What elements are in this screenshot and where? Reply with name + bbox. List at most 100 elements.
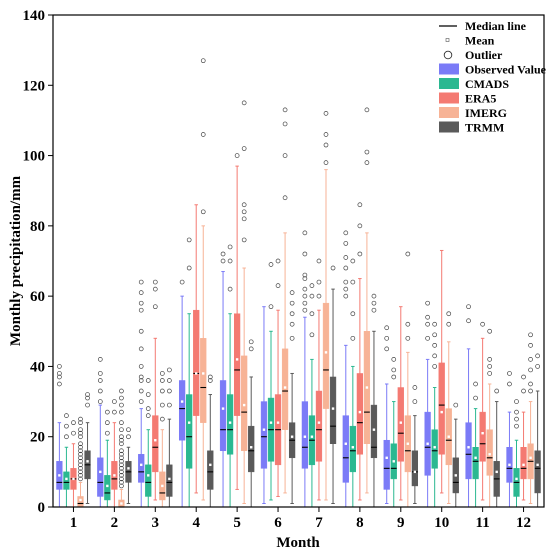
outlier-point bbox=[119, 476, 124, 482]
box-iqr bbox=[138, 454, 145, 483]
box-group bbox=[70, 420, 77, 508]
mean-marker bbox=[180, 400, 184, 403]
box-iqr bbox=[520, 447, 527, 480]
outlier-point bbox=[97, 399, 103, 404]
y-tick-label: 60 bbox=[30, 289, 45, 305]
mean-marker bbox=[195, 372, 198, 375]
box-group bbox=[274, 258, 282, 497]
mean-marker bbox=[209, 463, 212, 467]
mean-marker bbox=[454, 474, 457, 477]
outlier-point bbox=[138, 378, 144, 383]
legend-item: CMADS bbox=[439, 77, 509, 91]
outlier-point bbox=[412, 385, 418, 390]
outlier-point bbox=[241, 100, 247, 106]
box-iqr bbox=[145, 464, 152, 497]
box-iqr bbox=[397, 387, 404, 462]
outlier-point bbox=[145, 406, 151, 411]
y-tick-label: 140 bbox=[23, 8, 46, 24]
outlier-point bbox=[343, 255, 349, 260]
outlier-point bbox=[343, 286, 349, 292]
mean-marker bbox=[365, 386, 369, 389]
mean-marker bbox=[515, 477, 518, 481]
box-group bbox=[111, 399, 118, 508]
outlier-point bbox=[357, 251, 363, 257]
legend-outlier-symbol bbox=[443, 50, 453, 60]
outlier-point bbox=[412, 399, 418, 404]
outlier-point bbox=[432, 353, 438, 359]
outlier-point bbox=[138, 399, 144, 404]
outlier-point bbox=[126, 427, 131, 433]
outlier-point bbox=[446, 321, 452, 327]
x-tick-label: 1 bbox=[70, 515, 78, 531]
box-iqr bbox=[301, 401, 309, 469]
outlier-point bbox=[104, 420, 110, 426]
y-axis-label: Monthly precipitation/mm bbox=[8, 175, 24, 346]
outlier-point bbox=[350, 258, 356, 264]
mean-marker bbox=[508, 463, 511, 467]
outlier-point bbox=[316, 293, 322, 299]
outlier-point bbox=[275, 283, 281, 288]
legend-label: Observed Value bbox=[465, 63, 547, 77]
outlier-point bbox=[57, 364, 62, 369]
outlier-point bbox=[248, 346, 254, 352]
box-group bbox=[329, 265, 337, 504]
box-group bbox=[383, 325, 390, 504]
outlier-point bbox=[302, 293, 308, 299]
x-tick-label: 7 bbox=[315, 515, 323, 531]
outlier-point bbox=[186, 265, 192, 271]
legend-item: ERA5 bbox=[439, 92, 496, 106]
box-iqr bbox=[411, 450, 419, 487]
mean-marker bbox=[303, 435, 307, 438]
outlier-point bbox=[521, 388, 526, 394]
outlier-point bbox=[289, 321, 295, 327]
outlier-point bbox=[275, 258, 281, 264]
outlier-point bbox=[159, 378, 165, 383]
outlier-point bbox=[521, 374, 526, 380]
mean-marker bbox=[221, 407, 225, 410]
mean-marker bbox=[65, 477, 68, 481]
outlier-point bbox=[119, 448, 124, 454]
outlier-point bbox=[78, 473, 83, 478]
box-group bbox=[342, 230, 349, 508]
box-group bbox=[260, 306, 268, 504]
outlier-point bbox=[535, 353, 540, 359]
outlier-point bbox=[268, 304, 274, 310]
mean-marker bbox=[187, 421, 191, 424]
box-iqr bbox=[233, 313, 241, 416]
outlier-point bbox=[78, 462, 83, 468]
outlier-point bbox=[78, 458, 83, 464]
outlier-point bbox=[78, 434, 83, 440]
mean-marker bbox=[433, 446, 436, 449]
mean-marker bbox=[310, 435, 314, 438]
outlier-point bbox=[241, 146, 247, 151]
outlier-point bbox=[364, 149, 370, 155]
outlier-point bbox=[145, 378, 151, 383]
mean-marker bbox=[372, 428, 376, 431]
y-tick-label: 80 bbox=[30, 219, 45, 235]
outlier-point bbox=[119, 469, 124, 475]
mean-marker bbox=[140, 463, 143, 467]
outlier-point bbox=[207, 374, 213, 380]
outlier-point bbox=[343, 241, 349, 246]
outlier-point bbox=[268, 262, 274, 267]
mean-marker bbox=[79, 498, 82, 502]
outlier-point bbox=[466, 318, 471, 324]
outlier-point bbox=[528, 357, 533, 362]
outlier-point bbox=[302, 230, 308, 236]
outlier-point bbox=[138, 328, 144, 334]
outlier-point bbox=[487, 328, 493, 334]
x-axis-label: Month bbox=[276, 535, 320, 551]
box-iqr bbox=[438, 362, 445, 455]
outlier-point bbox=[167, 367, 172, 373]
legend-item: IMERG bbox=[439, 106, 507, 120]
outlier-point bbox=[159, 416, 165, 422]
outlier-point bbox=[71, 420, 76, 426]
box-group bbox=[506, 371, 513, 508]
outlier-point bbox=[112, 409, 117, 415]
outlier-point bbox=[309, 332, 315, 338]
outlier-point bbox=[119, 427, 124, 433]
outlier-point bbox=[241, 202, 247, 208]
outlier-point bbox=[350, 311, 356, 317]
box-group bbox=[77, 416, 84, 508]
